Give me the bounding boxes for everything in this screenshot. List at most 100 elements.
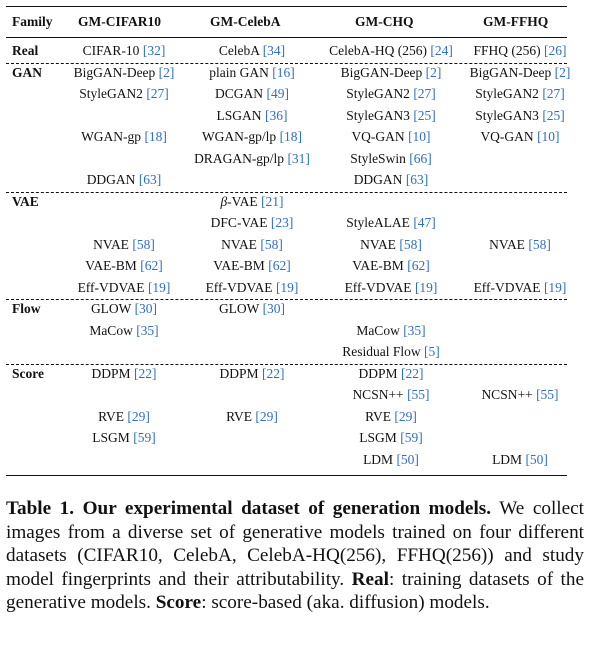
citation-link[interactable]: [30] [262,301,286,316]
citation-link[interactable]: [27] [146,86,169,101]
model-name: StyleGAN2 [79,86,147,101]
table-cell: WGAN-gp/lp [18] [202,129,302,145]
citation-link[interactable]: [62] [140,258,163,273]
model-name: LSGM [92,430,134,445]
citation-link[interactable]: [22] [400,365,424,381]
citation-link[interactable]: [10] [537,129,560,144]
family-separator [6,62,567,64]
model-name: NCSN++ [481,387,537,402]
model-name: StyleGAN2 [346,86,414,101]
citation-link[interactable]: [19] [543,279,567,295]
citation-link[interactable]: [58] [399,236,422,252]
citation-link[interactable]: [49] [266,86,289,101]
citation-link[interactable]: [19] [147,279,171,295]
citation-link[interactable]: [32] [142,43,166,58]
citation-link[interactable]: [22] [133,365,157,381]
model-name: VAE-BM [85,258,141,273]
citation-link[interactable]: [29] [255,408,278,424]
citation-link[interactable]: [34] [262,43,286,58]
caption-text-2: : training datasets of the generative mo… [6,568,584,614]
table-cell: StyleGAN3 [25] [475,108,565,124]
citation-link[interactable]: [58] [528,236,551,252]
citation-link[interactable]: [19] [414,279,438,295]
table-cell: BigGAN-Deep [2] [74,65,175,81]
header-family: Family [12,14,53,29]
citation-link[interactable]: [62] [268,258,291,273]
citation-link[interactable]: [18] [144,129,167,144]
caption-label: Table 1. [6,498,75,519]
table-cell: LSGM [59] [359,430,422,446]
citation-link[interactable]: [58] [260,236,283,252]
model-name: DDGAN [353,172,406,187]
citation-link[interactable]: [26] [544,43,567,58]
table-cell: VQ-GAN [10] [351,129,430,145]
citation-link[interactable]: [2] [425,64,442,80]
model-name: VAE-BM [352,258,408,273]
citation-link[interactable]: [10] [408,129,431,144]
citation-link[interactable]: [31] [287,150,310,166]
citation-link[interactable]: [2] [158,64,175,80]
family-label-flow: Flow [12,301,41,316]
table-cell: DDGAN [63] [354,172,429,188]
citation-link[interactable]: [55] [536,387,559,402]
citation-link[interactable]: [18] [279,129,303,144]
model-name: GLOW [218,301,263,316]
table-cell: RVE [29] [365,409,417,425]
table-cell: β-VAE [21] [220,194,283,210]
model-name: StyleGAN2 [475,86,543,101]
table-cell: Eff-VDVAE [19] [78,280,171,296]
table-cell: Residual Flow [5] [342,344,440,360]
model-name: RVE [365,408,395,424]
table-cell: VAE-BM [62] [213,258,290,274]
table-cell: LDM [50] [363,452,419,468]
citation-link[interactable]: [59] [133,430,156,445]
citation-link[interactable]: [58] [132,236,155,252]
citation-link[interactable]: [5] [424,344,440,359]
citation-link[interactable]: [25] [542,107,565,123]
citation-link[interactable]: [25] [413,107,436,123]
citation-link[interactable]: [27] [413,86,436,101]
citation-link[interactable]: [50] [525,451,548,467]
citation-link[interactable]: [27] [542,86,565,101]
citation-link[interactable]: [62] [407,258,430,273]
model-name: StyleGAN3 [346,107,414,123]
model-name: VQ-GAN [351,129,409,144]
citation-link[interactable]: [63] [405,172,429,187]
citation-link[interactable]: [16] [272,64,295,80]
citation-link[interactable]: [59] [400,430,423,445]
model-name: NVAE [489,236,529,252]
citation-link[interactable]: [47] [413,215,436,230]
citation-link[interactable]: [35] [403,322,426,338]
header-gm-cifar10: GM-CIFAR10 [78,14,161,29]
model-name: GLOW [90,301,135,316]
citation-link[interactable]: [63] [138,172,162,187]
model-name: β-VAE [220,193,262,209]
model-name: BigGAN-Deep [469,64,555,80]
model-name: Eff-VDVAE [473,279,544,295]
citation-link[interactable]: [2] [554,64,571,80]
citation-link[interactable]: [55] [407,387,430,402]
model-name: MaCow [89,322,137,338]
citation-link[interactable]: [50] [396,451,419,467]
citation-link[interactable]: [24] [430,43,453,58]
model-name: BigGAN-Deep [73,64,159,80]
model-name: DRAGAN-gp/lp [194,150,288,166]
citation-link[interactable]: [19] [275,279,299,295]
model-name: CIFAR-10 [82,43,143,58]
caption-real-label: Real [351,568,389,590]
model-name: BigGAN-Deep [340,64,426,80]
table-cell: LSGAN [36] [217,108,288,124]
citation-link[interactable]: [35] [136,322,159,338]
citation-link[interactable]: [29] [127,408,150,424]
model-name: LSGAN [216,107,265,123]
model-name: DCGAN [215,86,267,101]
citation-link[interactable]: [21] [261,193,284,209]
family-separator [6,191,567,193]
citation-link[interactable]: [23] [270,215,294,230]
model-name: CelebA [218,43,263,58]
citation-link[interactable]: [22] [261,365,285,381]
citation-link[interactable]: [66] [409,150,432,166]
citation-link[interactable]: [30] [134,301,158,316]
citation-link[interactable]: [29] [394,408,417,424]
citation-link[interactable]: [36] [264,107,288,123]
